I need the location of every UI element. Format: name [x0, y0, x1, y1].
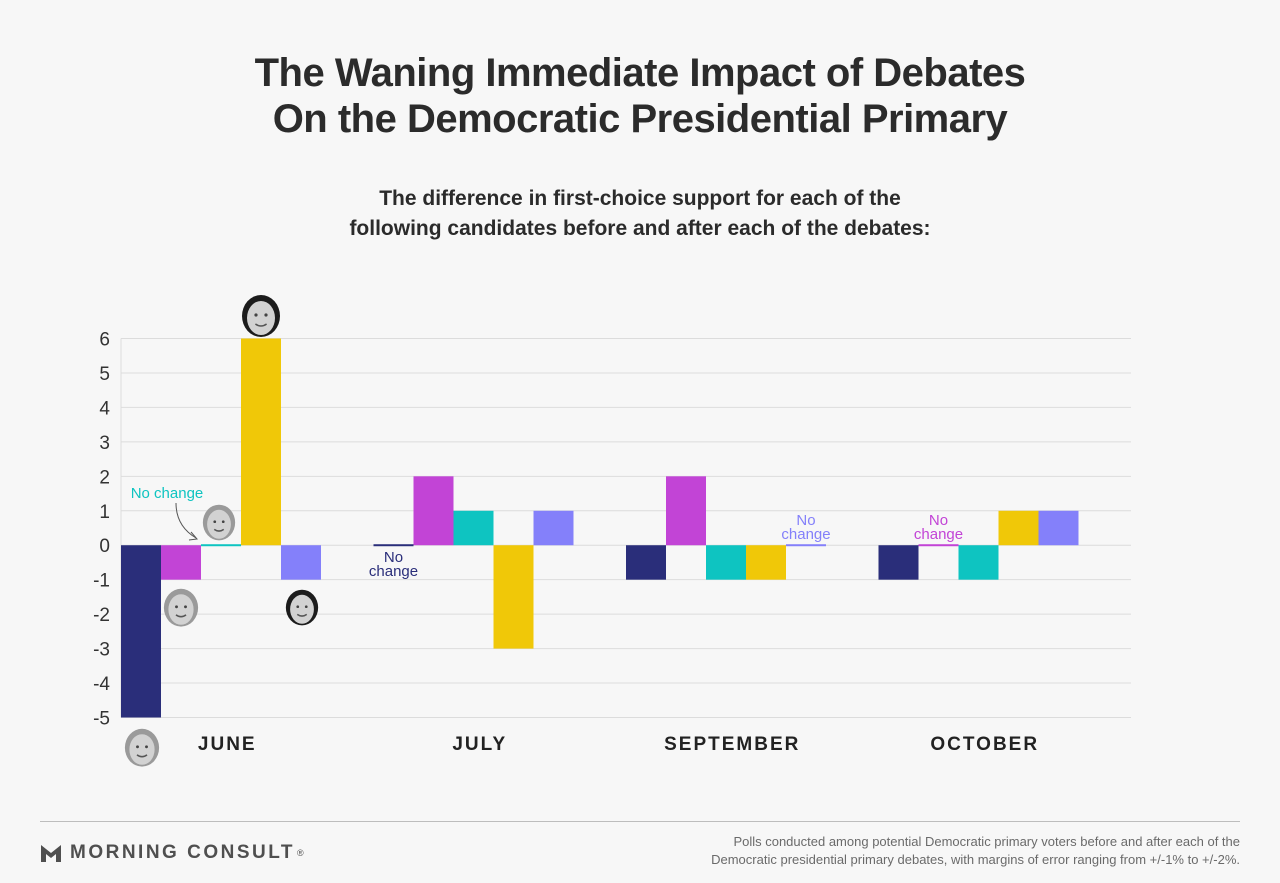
y-tick-label: 1: [99, 502, 110, 523]
annotation-arrowhead-icon: [188, 531, 198, 541]
y-tick-label: -1: [93, 571, 110, 592]
chart-subtitle-line2: following candidates before and after ea…: [349, 217, 931, 240]
y-tick-label: -2: [93, 605, 110, 626]
y-tick-label: 3: [99, 433, 110, 454]
footer-divider: [40, 821, 1240, 822]
chart-subtitle: The difference in first-choice support f…: [0, 184, 1280, 244]
annotation-no-change: No change: [131, 485, 204, 502]
chart-title-line2: On the Democratic Presidential Primary: [272, 97, 1008, 141]
x-tick-label-july: JULY: [452, 734, 507, 755]
annotation-no-change-word: No: [796, 512, 815, 529]
bar-june-0: [121, 545, 161, 718]
bar-october-0: [878, 545, 919, 580]
candidate-portrait-1-icon: [124, 728, 160, 767]
bar-july-4: [533, 510, 574, 546]
candidate-portrait-3-icon: [202, 504, 236, 541]
annotation-no-change-word: change: [914, 526, 963, 543]
bar-october-2: [958, 545, 999, 580]
x-axis: JUNE JULY SEPTEMBER OCTOBER: [198, 734, 1039, 755]
y-tick-label: 6: [99, 330, 110, 351]
bars: [121, 338, 1079, 718]
bar-october-3: [998, 510, 1039, 546]
y-tick-label: 0: [99, 536, 110, 557]
bar-september-4: [786, 544, 826, 547]
bar-july-1: [413, 476, 454, 546]
y-tick-label: 5: [99, 364, 110, 385]
y-tick-label: 4: [99, 398, 110, 419]
x-tick-label-september: SEPTEMBER: [664, 734, 800, 755]
y-axis: 6 5 4 3 2 1 0 -1 -2 -3 -4 -5: [93, 330, 110, 730]
bar-september-3: [746, 545, 786, 580]
bar-july-3: [493, 545, 534, 649]
y-tick-label: -3: [93, 640, 110, 661]
bar-september-0: [626, 545, 666, 580]
candidate-portrait-2-icon: [163, 588, 199, 627]
bar-july-2: [453, 510, 494, 546]
x-tick-label-october: OCTOBER: [930, 734, 1039, 755]
annotation-pointer-arrow: [175, 502, 197, 539]
bar-october-4: [1038, 510, 1079, 546]
bar-june-2: [201, 544, 241, 547]
bar-june-1: [161, 545, 201, 580]
annotation-no-change-word: No: [384, 549, 403, 566]
annotation-no-change-word: change: [781, 526, 830, 543]
bar-chart: 6 5 4 3 2 1 0 -1 -2 -3 -4 -5 JUNE JULY SEPTEMBER OCTOB…: [93, 295, 1131, 767]
annotation-no-change-word: change: [369, 563, 418, 580]
methodology-note-line2: Democratic presidential primary debates,…: [711, 852, 1240, 867]
methodology-note-line1: Polls conducted among potential Democrat…: [733, 834, 1240, 849]
candidate-portraits: [124, 295, 319, 767]
morning-consult-logo-icon: [41, 845, 61, 862]
brand-name: MORNING CONSULT: [70, 842, 296, 863]
bar-september-1: [666, 476, 706, 546]
methodology-note: Polls conducted among potential Democrat…: [620, 833, 1240, 869]
brand-registered-mark: ®: [297, 848, 304, 858]
bar-september-2: [706, 545, 746, 580]
annotation-no-change-word: No: [929, 512, 948, 529]
y-tick-label: 2: [99, 467, 110, 488]
bar-july-0: [373, 544, 414, 547]
candidate-portrait-4-icon: [242, 295, 280, 337]
x-tick-label-june: JUNE: [198, 734, 257, 755]
chart-title: The Waning Immediate Impact of Debates O…: [0, 50, 1280, 142]
y-tick-label: -4: [93, 674, 110, 695]
chart-subtitle-line1: The difference in first-choice support f…: [379, 187, 901, 210]
candidate-portrait-5-icon: [285, 589, 319, 626]
bar-october-1: [918, 544, 959, 547]
brand-logo: MORNING CONSULT ®: [40, 840, 304, 866]
bar-june-3: [241, 338, 281, 546]
y-tick-label: -5: [93, 709, 110, 730]
bar-june-4: [281, 545, 321, 580]
chart-title-line1: The Waning Immediate Impact of Debates: [254, 51, 1026, 95]
